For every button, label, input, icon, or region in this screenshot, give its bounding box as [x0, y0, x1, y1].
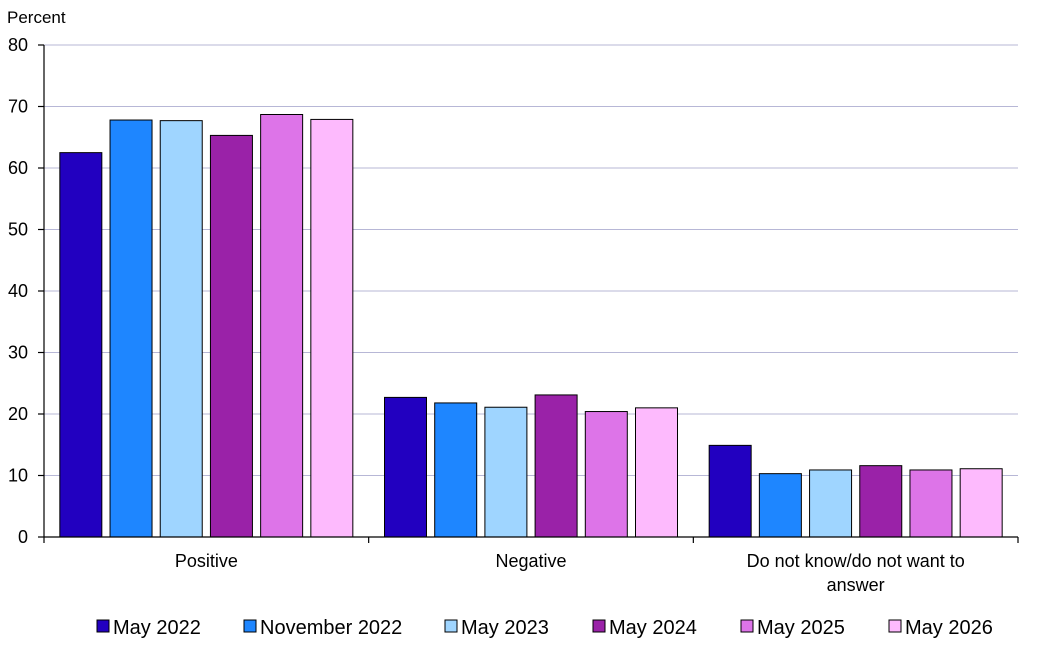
legend-swatch: [740, 619, 754, 633]
legend-label: May 2023: [461, 617, 549, 639]
x-category-label: answer: [827, 575, 885, 595]
y-tick-label: 60: [8, 158, 28, 178]
legend-swatch: [243, 619, 257, 633]
y-tick-label: 10: [8, 466, 28, 486]
legend-label: May 2022: [113, 617, 201, 639]
legend-swatch: [96, 619, 110, 633]
legend-label: May 2024: [609, 617, 697, 639]
bar: [758, 473, 802, 538]
bar: [260, 113, 304, 538]
bar: [159, 120, 203, 538]
bar: [635, 407, 678, 538]
bar: [209, 134, 253, 538]
bar: [809, 469, 853, 538]
legend-swatch: [888, 619, 902, 633]
legend-label: November 2022: [260, 617, 402, 639]
x-category-label: Negative: [495, 551, 566, 571]
bar: [434, 402, 478, 538]
bar: [534, 394, 578, 538]
bar: [109, 119, 153, 538]
axes: [38, 44, 1019, 543]
bar: [310, 118, 354, 538]
bar: [909, 469, 953, 538]
y-tick-labels: 0 10 20 30 40 50 60 70 80: [8, 35, 28, 547]
y-tick-label: 0: [18, 527, 28, 547]
y-axis-label: Percent: [7, 8, 66, 27]
x-category-labels: Positive Negative Do not know/do not want …: [175, 551, 965, 595]
gridlines: [44, 44, 1018, 476]
y-tick-label: 50: [8, 220, 28, 240]
bar: [484, 406, 528, 538]
bar: [384, 396, 427, 538]
bars: [59, 113, 1003, 538]
y-tick-label: 30: [8, 343, 28, 363]
y-tick-label: 80: [8, 35, 28, 55]
y-tick-label: 70: [8, 97, 28, 117]
bar: [959, 468, 1003, 538]
x-category-label: Do not know/do not want to: [747, 551, 965, 571]
legend-swatch: [592, 619, 606, 633]
y-tick-label: 40: [8, 281, 28, 301]
legend-label: May 2026: [905, 617, 993, 639]
legend-label: May 2025: [757, 617, 845, 639]
x-category-label: Positive: [175, 551, 238, 571]
bar: [859, 465, 903, 538]
bar: [708, 444, 752, 538]
legend-swatch: [444, 619, 458, 633]
bar: [59, 152, 103, 538]
bar: [584, 411, 628, 538]
legend: May 2022 November 2022 May 2023 May 2024 May…: [96, 617, 993, 639]
y-tick-label: 20: [8, 404, 28, 424]
